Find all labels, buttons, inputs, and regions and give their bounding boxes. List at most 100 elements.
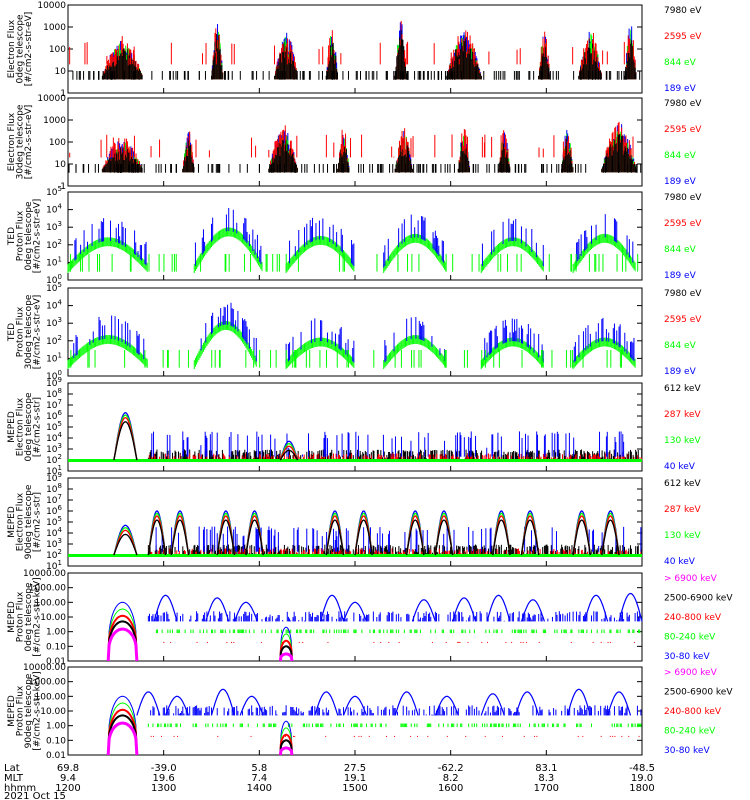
panel-5-legend-1: 612 keV (664, 384, 701, 394)
panel-2-ylabel-line-2: 30deg telescope (16, 104, 26, 179)
panel-1-frame (67, 4, 643, 94)
panel-6-ytick-label-5: 105 (46, 515, 62, 528)
panel-7-series (106, 592, 643, 662)
panel-8-ytick-label-2: 0.10 (46, 736, 66, 746)
panel-5-ylabel-line-4: [#/cm2-s-str] (33, 397, 43, 457)
panel-4-legend-4: 189 eV (664, 367, 697, 377)
panel-7-legend-5: 30-80 keV (664, 652, 710, 662)
panel-4-frame (67, 287, 643, 377)
panel-7-ylabel-line-3: 0deg telescope (24, 582, 34, 652)
panel-3-legend-3: 844 eV (664, 245, 697, 255)
panel-2-ytick-label-1: 1 (60, 182, 66, 192)
panel-5-legend-4: 40 keV (664, 462, 696, 472)
footer-mlt-tick-5: 8.2 (443, 773, 459, 784)
panel-7-ytick-label-4: 10.00 (40, 613, 66, 623)
panel-8-ylabel-line-1: MEPED (7, 695, 17, 727)
panel-2-ytick-label-2: 10 (55, 160, 67, 170)
panel-8-ylabel-line-2: Proton Flux (16, 685, 26, 736)
panel-5-legend-3: 130 keV (664, 436, 701, 446)
panel-4-ytick-label-1: 100 (46, 369, 62, 382)
footer-hhmm-tick-5: 1600 (438, 783, 463, 794)
panel-6-ytick-label-4: 104 (46, 526, 62, 539)
panel-1-series (69, 20, 641, 80)
panel-5-ytick-label-6: 106 (46, 409, 62, 422)
footer-label-mlt: MLT (4, 773, 24, 784)
panel-4-ytick-label-6: 105 (46, 281, 62, 294)
panel-4-ylabel-line-1: TED (7, 323, 17, 342)
panel-4-legend-2: 2595 eV (664, 315, 702, 325)
panel-7-ytick-label-1: 0.01 (46, 657, 66, 667)
panel-3-legend-2: 2595 eV (664, 219, 702, 229)
panel-5-ytick-label-8: 108 (46, 387, 62, 400)
panel-1-ylabel-line-1: Electron Flux (7, 19, 17, 78)
panel-8-legend-1: > 6900 keV (664, 668, 718, 678)
panel-7-ytick-label-7: 10000.00 (23, 569, 66, 579)
panel-1-legend-3: 844 eV (664, 58, 697, 68)
panel-6-ylabel-line-4: [#/cm2-s-str] (33, 492, 43, 552)
panel-7-ylabel-line-2: Proton Flux (16, 591, 26, 642)
panel-6-ylabel-line-2: Electron Flux (16, 492, 26, 551)
footer-lat-tick-6: 83.1 (535, 763, 557, 774)
panel-8-ylabel-line-4: [#/cm2-s-str-keV] (33, 671, 43, 750)
panel-7-legend-2: 2500-6900 keV (664, 594, 733, 604)
panel-3-ytick-label-5: 104 (46, 203, 62, 216)
panel-6-series (68, 510, 643, 558)
footer-lat-tick-7: -48.5 (629, 763, 655, 774)
panel-4-ytick-label-4: 103 (46, 316, 62, 329)
panel-1-legend-2: 2595 eV (664, 32, 702, 42)
panel-6-ytick-label-3: 103 (46, 537, 62, 550)
panel-3-ytick-label-1: 100 (46, 273, 62, 286)
panel-7-ytick-label-3: 1.00 (46, 628, 66, 638)
panel-7-legend-4: 80-240 keV (664, 633, 716, 643)
footer-mlt-tick-2: 19.6 (153, 773, 175, 784)
panel-2-ytick-label-3: 100 (49, 138, 66, 148)
panel-3-ytick-label-4: 103 (46, 220, 62, 233)
panel-1-ytick-label-5: 10000 (37, 1, 66, 11)
panel-6-legend-4: 40 keV (664, 557, 696, 567)
panel-2-series (67, 121, 642, 173)
footer-lat-tick-1: 69.8 (57, 763, 79, 774)
panel-3-ylabel-line-4: [#/cm2-s-str-eV] (33, 199, 43, 274)
footer-lat-tick-4: 27.5 (344, 763, 366, 774)
panel-5-ylabel-line-2: Electron Flux (16, 397, 26, 456)
panel-6-legend-3: 130 keV (664, 531, 701, 541)
panel-5-ytick-label-5: 105 (46, 420, 62, 433)
panel-7-ylabel-line-1: MEPED (7, 601, 17, 633)
panel-1-ylabel-line-2: 0deg telescope (16, 14, 26, 84)
panel-8-legend-4: 80-240 keV (664, 727, 716, 737)
panel-1-legend-1: 7980 eV (664, 6, 702, 16)
panel-8-ytick-label-6: 1000.00 (29, 678, 66, 688)
panel-8: 0.01 0.10 1.00 10.00 100.00 1000.00 10000.00 ME… (7, 663, 733, 761)
panel-3-frame (67, 191, 643, 281)
footer-hhmm-tick-3: 1400 (247, 783, 272, 794)
panel-2-legend-3: 844 eV (664, 151, 697, 161)
footer-label-hhmm: hhmm (4, 783, 36, 794)
panel-3-legend-4: 189 eV (664, 271, 697, 281)
panel-5-ytick-label-1: 101 (46, 464, 62, 477)
panel-5-ytick-label-2: 102 (46, 453, 62, 466)
panel-6-ytick-label-8: 108 (46, 482, 62, 495)
footer-hhmm-tick-6: 1700 (534, 783, 559, 794)
panel-8-legend-5: 30-80 keV (664, 746, 710, 756)
footer-hhmm-tick-1: 1200 (55, 783, 80, 794)
panel-1-ytick-label-4: 1000 (43, 23, 66, 33)
panel-8-ytick-label-5: 100.00 (35, 692, 67, 702)
panel-8-ylabel-line-3: 90deg telescope (24, 673, 34, 748)
panel-8-ytick-label-4: 10.00 (40, 707, 66, 717)
panel-6-ylabel-line-3: 90deg telescope (24, 484, 34, 559)
panel-6-ytick-label-1: 101 (46, 559, 62, 572)
panel-1-ylabel-line-3: [#/cm2-s-str-eV] (24, 12, 34, 87)
panel-7-legend-1: > 6900 keV (664, 574, 718, 584)
panel-1-legend-4: 189 eV (664, 84, 697, 94)
panel-7-ytick-label-6: 1000.00 (29, 584, 66, 594)
panel-2-ylabel-line-1: Electron Flux (7, 112, 17, 171)
panel-8-ytick-label-7: 10000.00 (23, 663, 66, 673)
panel-4-ytick-label-3: 102 (46, 334, 62, 347)
panel-8-ytick-label-1: 0.01 (46, 751, 66, 761)
panel-5-legend-2: 287 keV (664, 410, 701, 420)
